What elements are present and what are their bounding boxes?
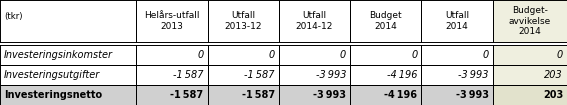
Text: Investeringsutgifter: Investeringsutgifter [4, 70, 100, 80]
Text: -4 196: -4 196 [384, 90, 417, 100]
Text: -1 587: -1 587 [173, 70, 204, 80]
Bar [279, 45, 350, 65]
Bar [136, 45, 208, 65]
Bar [493, 85, 567, 105]
Bar [493, 45, 567, 65]
Bar [208, 65, 279, 85]
Text: Utfall
2014: Utfall 2014 [445, 11, 469, 31]
Text: -3 993: -3 993 [313, 90, 346, 100]
Bar [0, 0, 136, 42]
Text: -1 587: -1 587 [171, 90, 204, 100]
Bar [208, 85, 279, 105]
Bar [0, 42, 567, 45]
Bar [493, 65, 567, 85]
Bar [0, 65, 136, 85]
Bar [350, 45, 421, 65]
Text: 0: 0 [269, 50, 275, 60]
Bar [350, 65, 421, 85]
Bar [279, 85, 350, 105]
Bar [421, 45, 493, 65]
Text: Helårs-utfall
2013: Helårs-utfall 2013 [144, 11, 200, 31]
Text: Investeringsnetto: Investeringsnetto [4, 90, 102, 100]
Bar [279, 65, 350, 85]
Text: -3 993: -3 993 [316, 70, 346, 80]
Bar [421, 65, 493, 85]
Bar [136, 65, 208, 85]
Text: Budget
2014: Budget 2014 [370, 11, 402, 31]
Text: Investeringsinkomster: Investeringsinkomster [4, 50, 113, 60]
Text: 0: 0 [557, 50, 563, 60]
Text: 0: 0 [340, 50, 346, 60]
Text: 203: 203 [544, 70, 563, 80]
Text: Budget-
avvikelse
2014: Budget- avvikelse 2014 [509, 6, 551, 36]
Text: Utfall
2014-12: Utfall 2014-12 [296, 11, 333, 31]
Text: 0: 0 [197, 50, 204, 60]
Bar [421, 0, 493, 42]
Text: 0: 0 [411, 50, 417, 60]
Bar [350, 85, 421, 105]
Text: 0: 0 [483, 50, 489, 60]
Bar [279, 0, 350, 42]
Bar [136, 0, 208, 42]
Text: -3 993: -3 993 [458, 70, 489, 80]
Text: -1 587: -1 587 [242, 90, 275, 100]
Text: 203: 203 [543, 90, 563, 100]
Bar [136, 85, 208, 105]
Text: (tkr): (tkr) [4, 12, 23, 21]
Text: -4 196: -4 196 [387, 70, 417, 80]
Text: -3 993: -3 993 [456, 90, 489, 100]
Text: Utfall
2013-12: Utfall 2013-12 [225, 11, 262, 31]
Bar [421, 85, 493, 105]
Bar [493, 0, 567, 42]
Bar [208, 45, 279, 65]
Bar [208, 0, 279, 42]
Bar [0, 45, 136, 65]
Bar [350, 0, 421, 42]
Text: -1 587: -1 587 [244, 70, 275, 80]
Bar [0, 85, 136, 105]
